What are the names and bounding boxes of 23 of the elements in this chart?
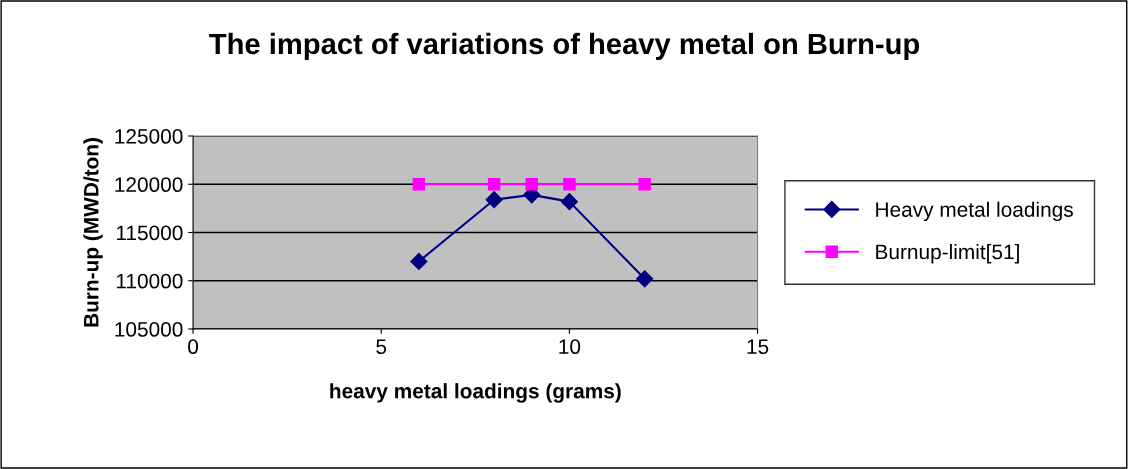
point [487, 178, 501, 191]
y-tick-label: 125000 [115, 129, 183, 144]
x-tick-label: 5 [376, 339, 387, 355]
y-tick-label: 105000 [115, 322, 183, 337]
point [525, 178, 539, 191]
point [412, 178, 426, 191]
y-tick-label: 115000 [116, 225, 183, 241]
legend-label: Burnup-limit[51] [876, 243, 1019, 264]
point [485, 191, 503, 209]
point [563, 178, 576, 191]
y-axis-title: Burn-up (MWD/ton) [83, 138, 103, 327]
point [638, 178, 651, 191]
chart-title: The impact of variations of heavy metal on Burn-up [209, 32, 920, 61]
y-tick-label: 110000 [116, 273, 183, 289]
legend-label: Heavy metal loadings [876, 201, 1073, 222]
x-tick-label: 15 [747, 339, 769, 355]
x-tick-label: 10 [559, 339, 581, 355]
point [636, 270, 654, 288]
point [560, 193, 578, 211]
x-axis-title: heavy metal loadings (grams) [330, 383, 621, 403]
x-tick-label: 0 [188, 339, 199, 355]
point [410, 252, 428, 271]
y-tick-label: 120000 [115, 177, 183, 193]
